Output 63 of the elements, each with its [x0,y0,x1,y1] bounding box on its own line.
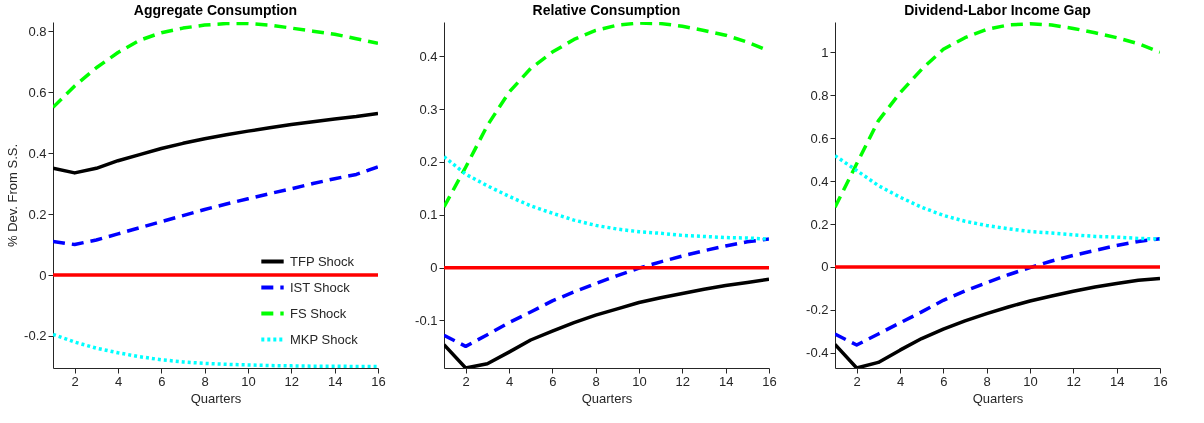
x-axis-title: Quarters [972,390,1024,406]
x-tick-label: 8 [201,373,209,389]
y-tick-label: 0.3 [419,101,438,117]
line-series [444,237,769,349]
line-series [53,22,378,110]
y-tick-label: 1 [821,44,829,60]
x-tick-label: 16 [1153,373,1168,389]
x-tick-label: 16 [371,373,386,389]
y-tick-label: 0.4 [28,145,47,161]
x-tick-label: 14 [327,373,343,389]
x-tick-label: 10 [632,373,647,389]
x-axis-title: Quarters [190,390,242,406]
y-tick-label: 0.1 [419,207,438,223]
legend-label: FS Shock [290,305,347,321]
y-tick-label: -0.2 [806,302,829,318]
x-tick-label: 12 [284,373,300,389]
y-tick-label: 0.4 [419,48,438,64]
x-tick-label: 8 [592,373,600,389]
x-axis-title: Quarters [581,390,633,406]
y-tick-label: 0 [430,260,438,276]
y-tick-label: 0.6 [810,130,829,146]
x-tick-label: 12 [675,373,691,389]
line-series [53,111,378,175]
x-tick-label: 6 [940,373,948,389]
chart-title: Aggregate Consumption [133,2,298,18]
line-series [53,165,378,247]
line-series [444,154,769,241]
x-tick-label: 4 [896,373,905,389]
x-tick-label: 10 [1023,373,1038,389]
y-tick-label: 0.6 [28,84,47,100]
x-tick-label: 4 [505,373,514,389]
x-tick-label: 12 [1066,373,1082,389]
y-axis-title: % Dev. From S.S. [5,143,21,248]
line-series [835,22,1160,209]
y-tick-label: 0 [39,267,47,283]
y-tick-label: 0 [821,259,829,275]
x-tick-label: 6 [549,373,557,389]
x-tick-label: 14 [1109,373,1125,389]
chart-title: Dividend-Labor Income Gap [904,2,1091,18]
y-tick-label: 0.8 [810,87,829,103]
legend-label: TFP Shock [290,253,355,269]
legend-label: MKP Shock [290,331,359,347]
y-tick-label: -0.4 [806,345,829,361]
line-series [835,237,1160,347]
x-tick-label: 6 [158,373,166,389]
y-tick-label: -0.2 [24,328,47,344]
y-tick-label: 0.8 [28,23,47,39]
y-tick-label: 0.2 [28,206,47,222]
y-tick-label: -0.1 [415,312,438,328]
y-tick-label: 0.2 [419,154,438,170]
x-tick-label: 10 [241,373,256,389]
x-tick-label: 4 [114,373,123,389]
x-tick-label: 14 [718,373,734,389]
x-tick-label: 2 [853,373,861,389]
legend-label: IST Shock [290,279,351,295]
x-tick-label: 8 [983,373,991,389]
line-series [835,153,1160,241]
x-tick-label: 2 [71,373,79,389]
x-tick-label: 16 [762,373,777,389]
chart-title: Relative Consumption [532,2,681,18]
y-tick-label: 0.2 [810,216,829,232]
x-tick-label: 2 [462,373,470,389]
y-tick-label: 0.4 [810,173,829,189]
